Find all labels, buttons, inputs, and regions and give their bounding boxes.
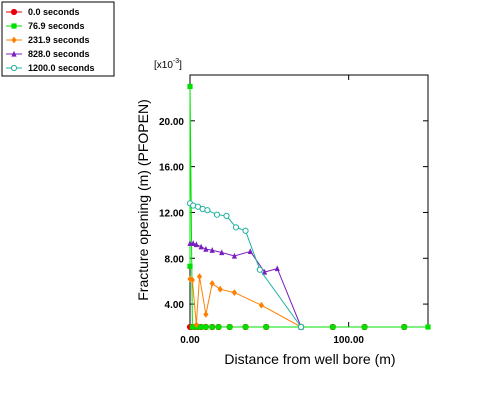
data-point	[242, 324, 249, 330]
data-point	[198, 324, 204, 330]
plot-frame	[189, 74, 429, 328]
data-point	[192, 324, 198, 330]
data-point	[209, 247, 215, 253]
data-point	[256, 266, 263, 273]
data-point	[203, 311, 209, 318]
data-point	[231, 289, 238, 297]
data-point	[204, 207, 211, 214]
data-point	[247, 248, 253, 254]
data-point	[196, 273, 203, 280]
data-point	[219, 249, 225, 256]
legend-marker	[11, 50, 17, 57]
legend-label: 828.0 seconds	[28, 49, 90, 59]
data-point	[203, 324, 209, 330]
legend-entry: 0.0 seconds	[6, 7, 80, 17]
legend-entry: 828.0 seconds	[6, 49, 90, 59]
legend-label: 0.0 seconds	[28, 7, 80, 17]
data-point	[401, 324, 407, 330]
series-1	[187, 83, 431, 330]
data-point	[187, 263, 193, 269]
legend-entry: 231.9 seconds	[6, 35, 90, 45]
data-point	[195, 324, 201, 330]
legend: 0.0 seconds 76.9 seconds 231.9 seconds 828.…	[1, 1, 115, 77]
data-point	[258, 301, 264, 309]
y-tick-label: 12.00	[159, 208, 184, 219]
data-point	[209, 324, 215, 330]
x-axis-title: Distance from well bore (m)	[224, 351, 395, 367]
x-tick-label: 100.00	[333, 335, 364, 346]
data-point	[227, 324, 233, 330]
data-point	[217, 285, 223, 293]
data-point	[198, 243, 204, 250]
legend-entry: 76.9 seconds	[6, 21, 85, 31]
data-point	[274, 265, 280, 272]
y-axis-multiplier: [x10-3]	[154, 58, 182, 71]
y-tick-label: 16.00	[159, 163, 184, 174]
legend-entry: 1200.0 seconds	[6, 63, 95, 73]
legend-label: 76.9 seconds	[28, 21, 85, 31]
y-axis-title: Fracture opening (m) (PFOPEN)	[135, 99, 151, 301]
series-2	[187, 273, 304, 331]
series-line	[189, 276, 302, 328]
x-tick-label: 0.00	[180, 335, 200, 346]
data-point	[223, 212, 230, 219]
legend-marker	[10, 8, 18, 16]
legend-marker	[11, 23, 17, 29]
data-point	[297, 323, 305, 331]
legend-frame	[1, 1, 115, 77]
data-point	[203, 245, 209, 252]
data-point	[213, 211, 221, 218]
data-point	[242, 227, 249, 234]
data-point	[263, 324, 269, 330]
legend-label: 231.9 seconds	[28, 35, 90, 45]
data-point	[193, 241, 199, 248]
legend-marker	[10, 64, 18, 72]
data-point	[232, 224, 240, 231]
data-point	[330, 324, 336, 330]
data-point	[425, 324, 431, 330]
data-point	[209, 280, 215, 287]
data-point	[193, 321, 199, 329]
data-point	[361, 324, 368, 330]
series-4	[186, 200, 305, 331]
data-point	[215, 324, 222, 330]
data-point	[187, 83, 193, 90]
data-point	[231, 252, 238, 259]
legend-marker	[11, 36, 17, 44]
y-tick-label: 8.00	[165, 254, 185, 265]
y-tick-label: 20.00	[159, 117, 184, 128]
data-point	[194, 203, 202, 210]
data-point	[189, 276, 195, 284]
data-point	[261, 268, 268, 275]
data-point	[190, 240, 196, 246]
legend-label: 1200.0 seconds	[28, 63, 95, 73]
y-tick-label: 4.00	[165, 300, 185, 311]
